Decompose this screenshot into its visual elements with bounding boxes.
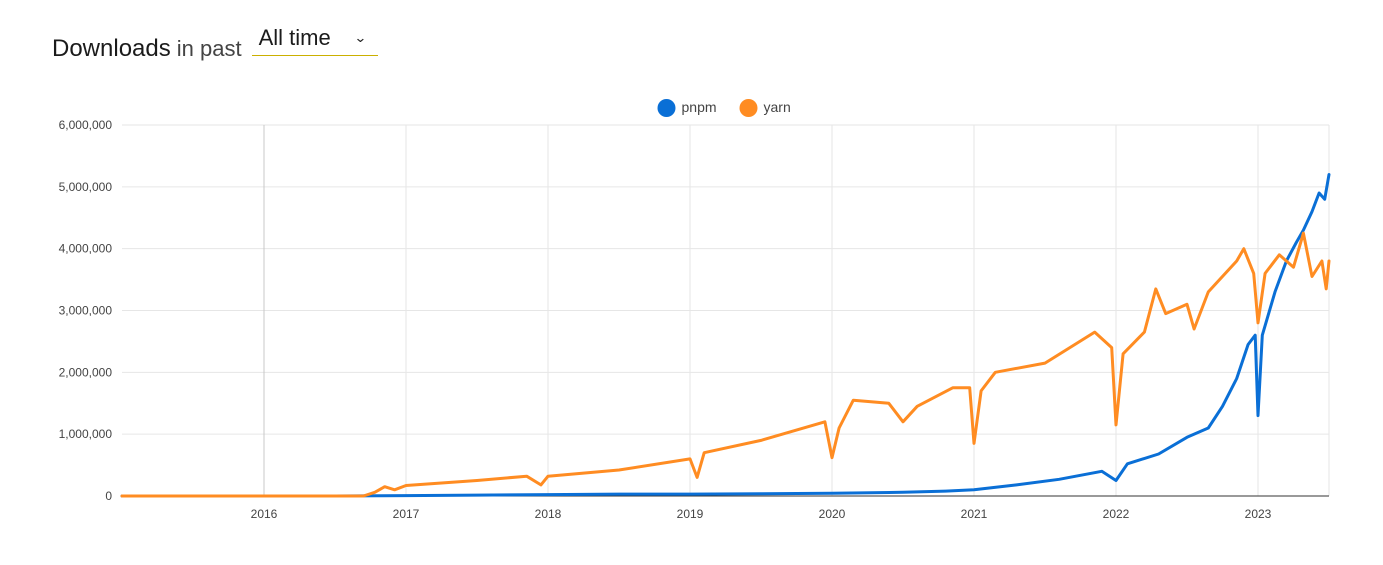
chart-axes: 0 1,000,000 2,000,000 3,000,000 4,000,000 5,0… [59,118,1329,521]
legend-swatch-pnpm [657,99,676,117]
chart-legend: pnpm yarn [657,99,791,117]
x-tick-label: 2021 [961,507,988,521]
chart-grid [122,124,1330,496]
chevron-down-icon: ⌄ [353,30,367,45]
legend-label-pnpm: pnpm [682,99,717,115]
y-tick-label: 1,000,000 [59,427,113,441]
downloads-header: Downloads in past All time ⌄ [52,22,378,63]
series-line-yarn [120,231,1331,498]
legend-swatch-yarn [739,99,758,117]
period-prefix: in past [176,36,242,61]
series-line-pnpm [120,173,1331,498]
y-tick-label: 5,000,000 [59,180,113,194]
y-tick-label: 4,000,000 [59,242,113,256]
x-tick-label: 2018 [535,507,562,521]
y-tick-label: 0 [105,489,112,503]
x-tick-label: 2016 [251,507,278,521]
x-tick-label: 2020 [819,507,846,521]
chart-series [120,173,1331,498]
y-tick-label: 2,000,000 [59,365,113,379]
downloads-title: Downloads [52,35,171,62]
period-select[interactable]: All time ⌄ [251,22,378,56]
x-tick-label: 2023 [1245,507,1272,521]
x-tick-label: 2019 [677,507,704,521]
x-tick-label: 2022 [1103,507,1130,521]
period-value: All time [258,25,331,50]
y-tick-label: 3,000,000 [59,304,113,318]
legend-label-yarn: yarn [764,99,791,115]
x-tick-label: 2017 [393,507,420,521]
y-tick-label: 6,000,000 [59,118,113,132]
